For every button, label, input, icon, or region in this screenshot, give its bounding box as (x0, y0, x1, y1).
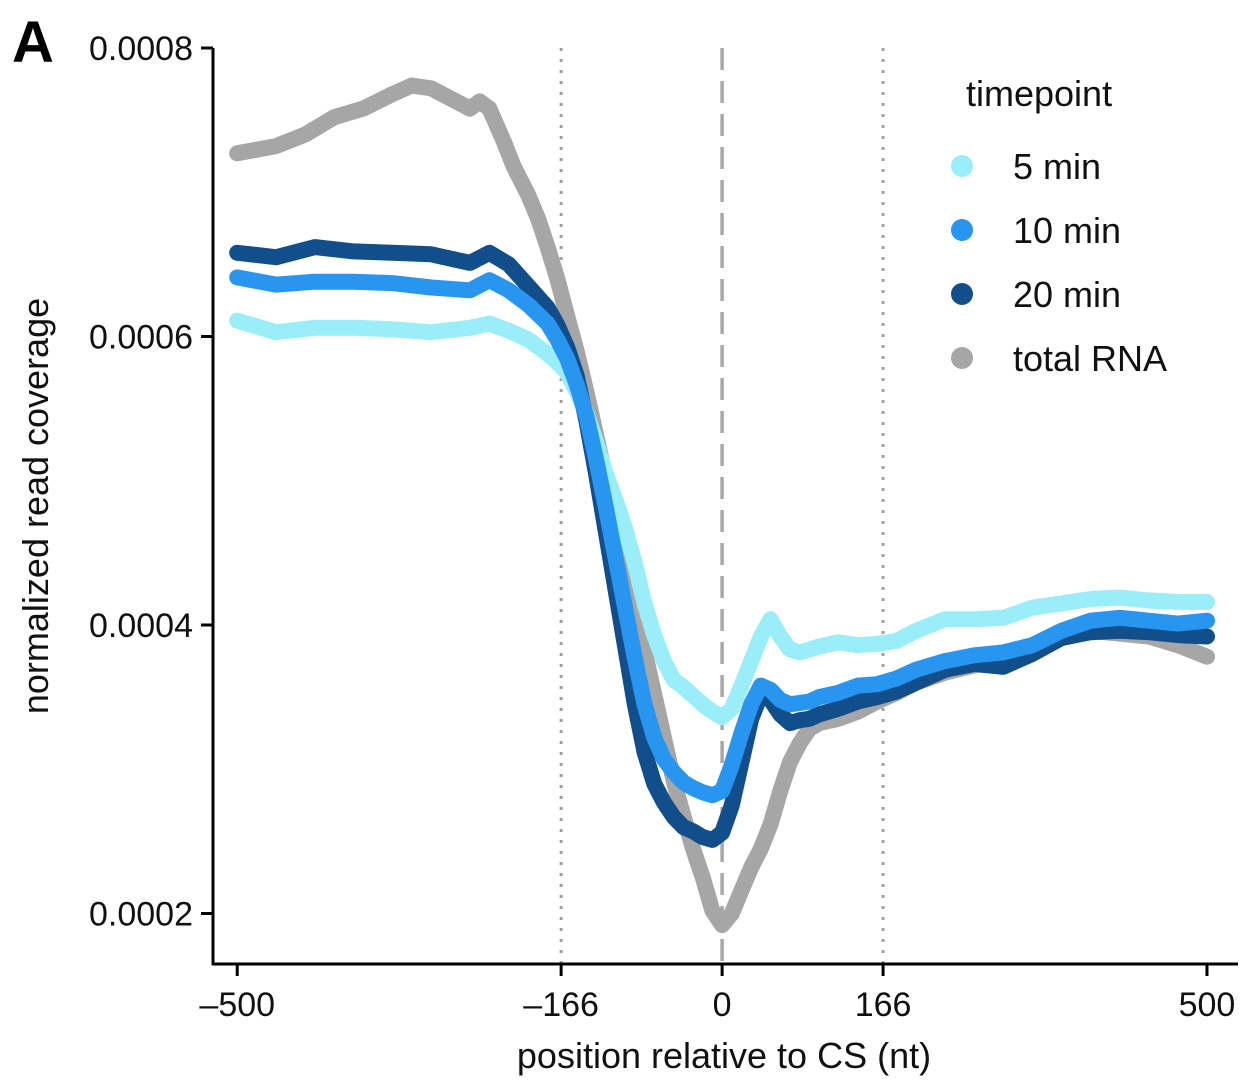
y-tick-label: 0.0008 (89, 30, 193, 68)
series-line (229, 312, 1215, 726)
legend-swatch (951, 283, 973, 305)
series-layer (229, 77, 1215, 934)
x-tick-label: 166 (855, 986, 912, 1024)
y-tick-label: 0.0002 (89, 896, 193, 934)
legend-label: 20 min (1013, 274, 1121, 315)
legend-label: 5 min (1013, 146, 1101, 187)
series-line (229, 269, 1215, 804)
y-axis-title: normalized read coverage (15, 298, 56, 714)
x-ticks: –500 –166 0 166 500 (199, 964, 1235, 1024)
legend-swatch (951, 219, 973, 241)
series-line (229, 239, 1215, 848)
x-tick-label: –166 (523, 986, 599, 1024)
legend-title: timepoint (966, 73, 1112, 114)
x-axis-title: position relative to CS (nt) (517, 1035, 931, 1076)
y-tick-label: 0.0006 (89, 319, 193, 357)
panel-label: A (12, 10, 54, 75)
legend-swatch (951, 347, 973, 369)
legend-items: 5 min 10 min 20 min total RNA (951, 146, 1167, 379)
legend-label: total RNA (1013, 338, 1167, 379)
x-tick-label: 0 (713, 986, 732, 1024)
y-tick-label: 0.0004 (89, 607, 193, 645)
legend: timepoint 5 min 10 min 20 min total RNA (951, 73, 1167, 379)
x-tick-label: 500 (1179, 986, 1236, 1024)
axes (211, 48, 1238, 966)
legend-label: 10 min (1013, 210, 1121, 251)
x-tick-label: –500 (199, 986, 275, 1024)
legend-swatch (951, 155, 973, 177)
y-ticks: 0.0002 0.0004 0.0006 0.0008 (89, 30, 213, 934)
